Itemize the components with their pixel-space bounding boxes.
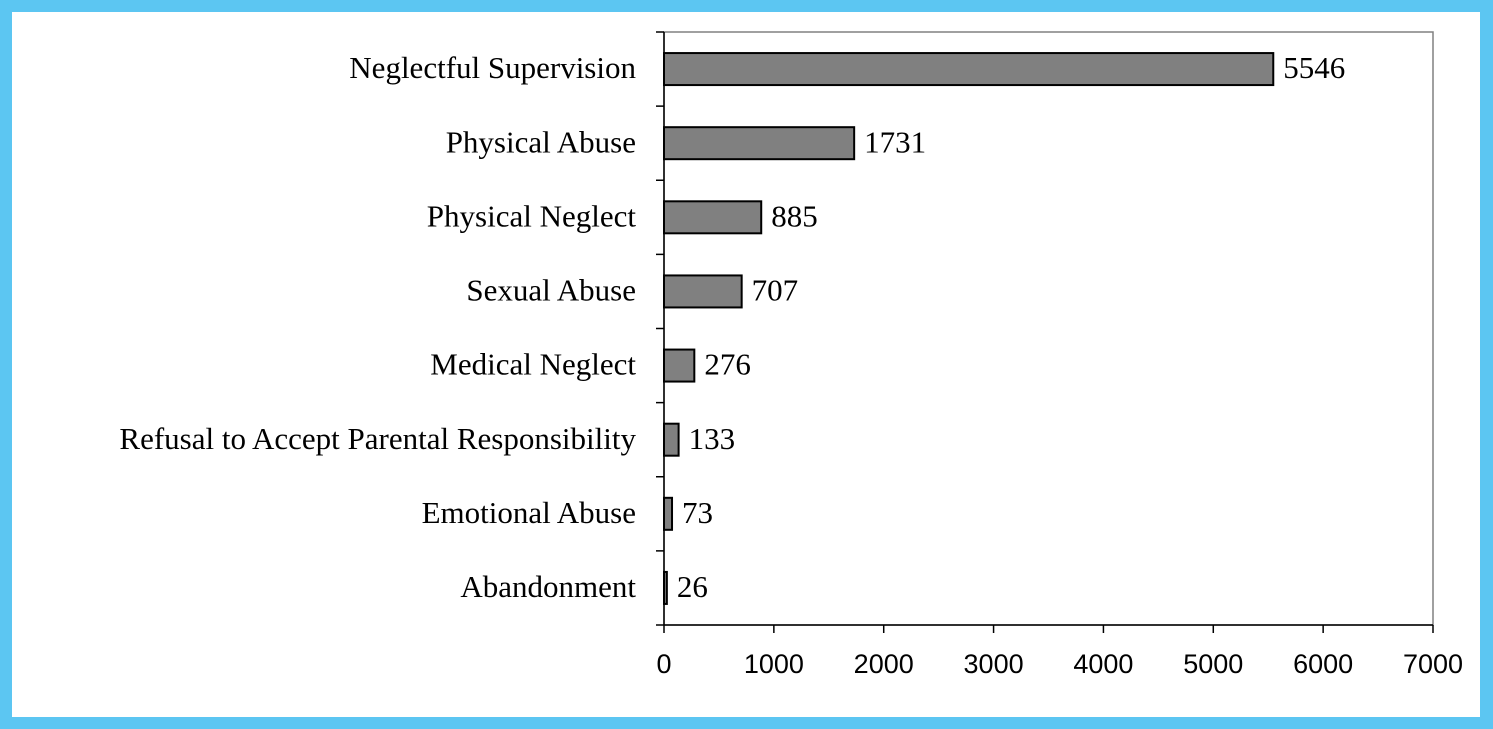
y-tick-label: Refusal to Accept Parental Responsibilit… <box>119 421 636 456</box>
x-tick-label: 7000 <box>1403 649 1463 679</box>
bar <box>663 348 696 383</box>
bar <box>663 52 1275 87</box>
value-label: 73 <box>682 495 713 530</box>
y-tick-label: Abandonment <box>460 569 636 604</box>
x-tick-label: 5000 <box>1183 649 1243 679</box>
y-tick-label: Medical Neglect <box>430 347 636 382</box>
bar <box>663 496 674 531</box>
value-label: 26 <box>677 569 708 604</box>
x-tick-label: 4000 <box>1073 649 1133 679</box>
y-tick-label: Emotional Abuse <box>422 495 636 530</box>
value-label: 5546 <box>1283 50 1345 85</box>
bar <box>663 126 856 161</box>
x-tick-label: 2000 <box>854 649 914 679</box>
bar <box>663 274 743 309</box>
bar <box>663 422 680 457</box>
bar <box>663 200 763 235</box>
value-label: 276 <box>704 347 751 382</box>
y-tick-label: Neglectful Supervision <box>349 50 636 85</box>
value-label: 1731 <box>864 124 926 159</box>
x-tick-label: 3000 <box>964 649 1024 679</box>
x-tick-label: 6000 <box>1293 649 1353 679</box>
x-tick-label: 1000 <box>744 649 804 679</box>
y-tick-label: Sexual Abuse <box>466 273 636 308</box>
y-tick-label: Physical Neglect <box>427 198 637 233</box>
x-tick-label: 0 <box>656 649 671 679</box>
bar <box>663 570 668 605</box>
value-label: 707 <box>752 273 799 308</box>
y-tick-label: Physical Abuse <box>446 124 636 159</box>
value-label: 133 <box>689 421 736 456</box>
value-label: 885 <box>771 198 818 233</box>
